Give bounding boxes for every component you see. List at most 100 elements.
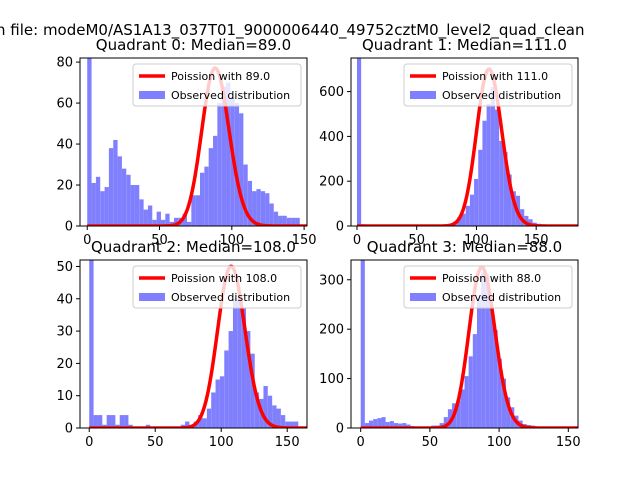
histogram-bar xyxy=(295,217,300,226)
histogram-bar xyxy=(360,260,365,428)
y-tick-label: 20 xyxy=(56,179,73,194)
histogram-bar xyxy=(269,203,274,226)
histogram-bar xyxy=(286,217,292,226)
histogram-bar xyxy=(489,304,494,428)
legend: Poission with 88.0 Observed distribution xyxy=(403,265,573,309)
histogram-bar xyxy=(226,82,231,226)
y-tick-label: 30 xyxy=(56,325,73,340)
y-tick-label: 0 xyxy=(65,220,73,235)
legend-hist-label: Observed distribution xyxy=(171,89,290,102)
y-tick-label: 40 xyxy=(56,138,73,153)
histogram-bar xyxy=(246,331,251,428)
histogram-bar xyxy=(260,191,266,226)
y-tick-label: 400 xyxy=(319,130,344,145)
y-tick-label: 40 xyxy=(56,292,73,307)
histogram-bar xyxy=(200,172,205,226)
chart-title: Quadrant 2: Median=108.0 xyxy=(91,238,296,256)
chart-panel-2: 0 50 100 150 0 10 20 30 40 50 Quadrant 2: Median=1… xyxy=(56,238,308,450)
histogram-bar xyxy=(486,103,491,226)
histogram-bar xyxy=(143,209,148,226)
histogram-bar xyxy=(195,195,201,226)
histogram-bar xyxy=(478,149,483,226)
x-tick-label: 0 xyxy=(353,233,361,248)
legend-fit-label: Poission with 88.0 xyxy=(442,272,541,285)
chart-title: Quadrant 0: Median=89.0 xyxy=(96,36,291,54)
figure-suptitle: n file: modeM0/AS1A13_037T01_9000006440_… xyxy=(0,21,585,40)
chart-title: Quadrant 1: Median=111.0 xyxy=(362,36,567,54)
histogram-bar xyxy=(278,215,283,226)
histogram-bar xyxy=(293,421,299,428)
y-tick-label: 600 xyxy=(319,85,344,100)
axes-frame xyxy=(350,57,579,227)
histogram-bar xyxy=(460,389,465,428)
histogram-bar xyxy=(117,156,122,226)
legend-fit-label: Poission with 89.0 xyxy=(171,70,270,83)
histogram-bar xyxy=(364,423,369,428)
histogram-bar xyxy=(134,185,140,226)
histogram-bar xyxy=(256,189,261,226)
legend-box xyxy=(403,265,573,309)
x-tick-label: 150 xyxy=(556,435,581,450)
histogram-bar xyxy=(215,379,220,428)
histogram-bar xyxy=(228,331,233,428)
histogram-bar xyxy=(356,58,362,226)
histogram-bar xyxy=(398,423,403,428)
y-tick-label: 0 xyxy=(336,220,344,235)
x-tick-label: 50 xyxy=(422,435,439,450)
histogram-bar xyxy=(152,219,157,226)
histogram-bar xyxy=(217,103,222,226)
histogram-bar xyxy=(95,176,101,226)
histogram-bar xyxy=(239,113,244,226)
legend: Poission with 89.0 Observed distribution xyxy=(132,63,302,107)
y-tick-label: 0 xyxy=(65,422,73,437)
histogram-bar xyxy=(165,213,170,226)
histogram-bar xyxy=(106,415,112,428)
histogram-bar xyxy=(186,221,192,226)
histogram-bar xyxy=(139,199,144,226)
histogram-bar xyxy=(282,215,287,226)
y-tick-label: 50 xyxy=(56,260,73,275)
histogram-bar xyxy=(506,397,511,428)
legend-hist-label: Observed distribution xyxy=(442,291,561,304)
histogram-bar xyxy=(213,135,218,226)
legend-hist-swatch xyxy=(139,91,165,99)
histogram-bar xyxy=(124,415,129,428)
histogram-bar xyxy=(232,298,238,428)
histogram-bar xyxy=(191,195,196,226)
legend-hist-swatch xyxy=(410,91,436,99)
x-tick-label: 50 xyxy=(147,435,164,450)
histogram-bar xyxy=(130,185,135,226)
histogram-bar xyxy=(377,418,382,428)
histogram-bar xyxy=(111,415,116,428)
histogram-bar xyxy=(113,139,118,226)
histogram-bar xyxy=(524,215,529,226)
histogram-bar xyxy=(457,217,462,226)
histogram-bar xyxy=(254,392,260,428)
histogram-bar xyxy=(493,330,498,428)
chart-panel-0: 0 50 100 150 0 20 40 60 80 Quadrant 0: Median=89.… xyxy=(56,36,316,248)
histogram-bar xyxy=(89,260,94,428)
histogram-bar xyxy=(234,103,240,226)
x-tick-label: 150 xyxy=(524,233,549,248)
x-tick-label: 100 xyxy=(219,233,244,248)
legend: Poission with 108.0 Observed distribution xyxy=(132,265,302,309)
histogram-bar xyxy=(173,217,179,226)
histogram-bar xyxy=(185,421,190,428)
histogram-bar xyxy=(108,148,114,226)
histogram-bar xyxy=(474,178,479,226)
histogram-bar xyxy=(87,58,92,226)
legend-hist-label: Observed distribution xyxy=(171,291,290,304)
axes-frame xyxy=(350,259,579,429)
histogram-bar xyxy=(469,194,475,226)
x-tick-label: 100 xyxy=(209,435,234,450)
histogram-bar xyxy=(373,419,378,428)
histogram-bar xyxy=(121,168,127,226)
chart-panel-3: 0 50 100 150 0 100 200 300 Quadrant 3: Median=88… xyxy=(319,238,581,450)
histogram-bar xyxy=(501,378,507,428)
histogram-bar xyxy=(402,423,407,428)
histogram-bar xyxy=(497,358,502,428)
histogram-bar xyxy=(211,392,216,428)
x-tick-label: 50 xyxy=(408,233,425,248)
legend-box xyxy=(403,63,573,107)
